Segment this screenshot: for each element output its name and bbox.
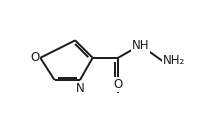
Text: NH: NH <box>131 39 149 52</box>
Text: O: O <box>30 51 39 64</box>
Text: O: O <box>113 78 123 91</box>
Text: NH₂: NH₂ <box>163 55 186 67</box>
Text: N: N <box>76 82 84 95</box>
